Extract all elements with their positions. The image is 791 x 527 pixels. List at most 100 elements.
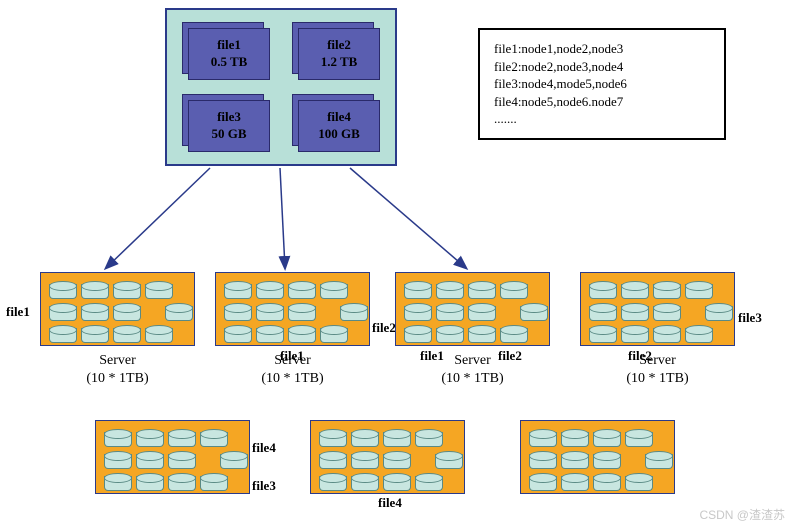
disk-icon — [383, 429, 409, 447]
server-box — [395, 272, 550, 346]
disk-icon — [136, 429, 162, 447]
file-label: file3 — [252, 478, 276, 494]
disk-icon — [589, 303, 615, 321]
disk-icon — [589, 325, 615, 343]
disk-icon — [168, 429, 194, 447]
server-7 — [520, 420, 675, 494]
disk-icon — [320, 325, 346, 343]
disk-icon — [593, 429, 619, 447]
disk-icon — [621, 281, 647, 299]
file-label: file2 — [372, 320, 396, 336]
disk-icon — [625, 429, 651, 447]
server-3: Server (10 * 1TB) — [395, 272, 550, 388]
disk-icon — [621, 325, 647, 343]
mapping-line: ....... — [494, 110, 710, 128]
disk-icon — [468, 281, 494, 299]
file-label: file4 — [378, 495, 402, 511]
disk-icon — [404, 281, 430, 299]
server-box — [215, 272, 370, 346]
disk-icon — [168, 473, 194, 491]
disk-icon — [81, 325, 107, 343]
server-caption: Server (10 * 1TB) — [40, 352, 195, 388]
disk-icon — [145, 325, 171, 343]
file-card-2: file2 1.2 TB — [292, 22, 382, 82]
server-caption-line2: (10 * 1TB) — [40, 370, 195, 388]
disk-icon — [319, 473, 345, 491]
file-name: file2 — [299, 37, 379, 54]
disk-icon — [593, 451, 619, 469]
disk-icon — [520, 303, 546, 321]
disk-icon — [351, 451, 377, 469]
file-card-front: file4 100 GB — [298, 100, 380, 152]
mapping-line: file3:node4,mode5,node6 — [494, 75, 710, 93]
disk-icon — [500, 281, 526, 299]
disk-icon — [653, 281, 679, 299]
file-size: 50 GB — [189, 126, 269, 143]
disk-icon — [645, 451, 671, 469]
disk-icon — [256, 303, 282, 321]
disk-icon — [288, 303, 314, 321]
disk-icon — [529, 473, 555, 491]
disk-icon — [136, 451, 162, 469]
file-label: file1 — [420, 348, 444, 364]
disk-icon — [136, 473, 162, 491]
disk-icon — [589, 281, 615, 299]
server-2: Server (10 * 1TB) — [215, 272, 370, 388]
server-box — [40, 272, 195, 346]
file-name: file1 — [189, 37, 269, 54]
file-card-1: file1 0.5 TB — [182, 22, 272, 82]
disk-icon — [404, 303, 430, 321]
disk-icon — [468, 325, 494, 343]
disk-icon — [220, 451, 246, 469]
server-caption-line2: (10 * 1TB) — [580, 370, 735, 388]
disk-icon — [113, 281, 139, 299]
server-caption: Server (10 * 1TB) — [395, 352, 550, 388]
disk-icon — [653, 303, 679, 321]
disk-icon — [529, 429, 555, 447]
file-label: file1 — [6, 304, 30, 320]
disk-icon — [351, 429, 377, 447]
disk-icon — [415, 429, 441, 447]
disk-icon — [256, 325, 282, 343]
disk-icon — [104, 429, 130, 447]
server-1: Server (10 * 1TB) — [40, 272, 195, 388]
disk-icon — [415, 473, 441, 491]
file-size: 0.5 TB — [189, 54, 269, 71]
server-caption: Server (10 * 1TB) — [580, 352, 735, 388]
disk-icon — [319, 429, 345, 447]
disk-icon — [435, 451, 461, 469]
mapping-line: file1:node1,node2,node3 — [494, 40, 710, 58]
disk-icon — [351, 473, 377, 491]
disk-icon — [561, 473, 587, 491]
disk-icon — [383, 473, 409, 491]
disk-icon — [593, 473, 619, 491]
disk-icon — [81, 303, 107, 321]
file-label: file3 — [738, 310, 762, 326]
disk-icon — [404, 325, 430, 343]
server-box — [520, 420, 675, 494]
disk-icon — [168, 451, 194, 469]
disk-icon — [468, 303, 494, 321]
file-label: file2 — [498, 348, 522, 364]
disk-icon — [113, 325, 139, 343]
file-label: file4 — [252, 440, 276, 456]
disk-icon — [621, 303, 647, 321]
file-name: file4 — [299, 109, 379, 126]
disk-icon — [383, 451, 409, 469]
disk-icon — [200, 429, 226, 447]
disk-icon — [113, 303, 139, 321]
disk-icon — [81, 281, 107, 299]
disk-icon — [224, 303, 250, 321]
disk-icon — [49, 281, 75, 299]
disk-icon — [224, 281, 250, 299]
disk-icon — [256, 281, 282, 299]
server-5 — [95, 420, 250, 494]
file-card-front: file1 0.5 TB — [188, 28, 270, 80]
file-label: file1 — [280, 348, 304, 364]
file-name: file3 — [189, 109, 269, 126]
file-card-3: file3 50 GB — [182, 94, 272, 154]
disk-icon — [49, 303, 75, 321]
server-6 — [310, 420, 465, 494]
disk-icon — [705, 303, 731, 321]
disk-icon — [340, 303, 366, 321]
